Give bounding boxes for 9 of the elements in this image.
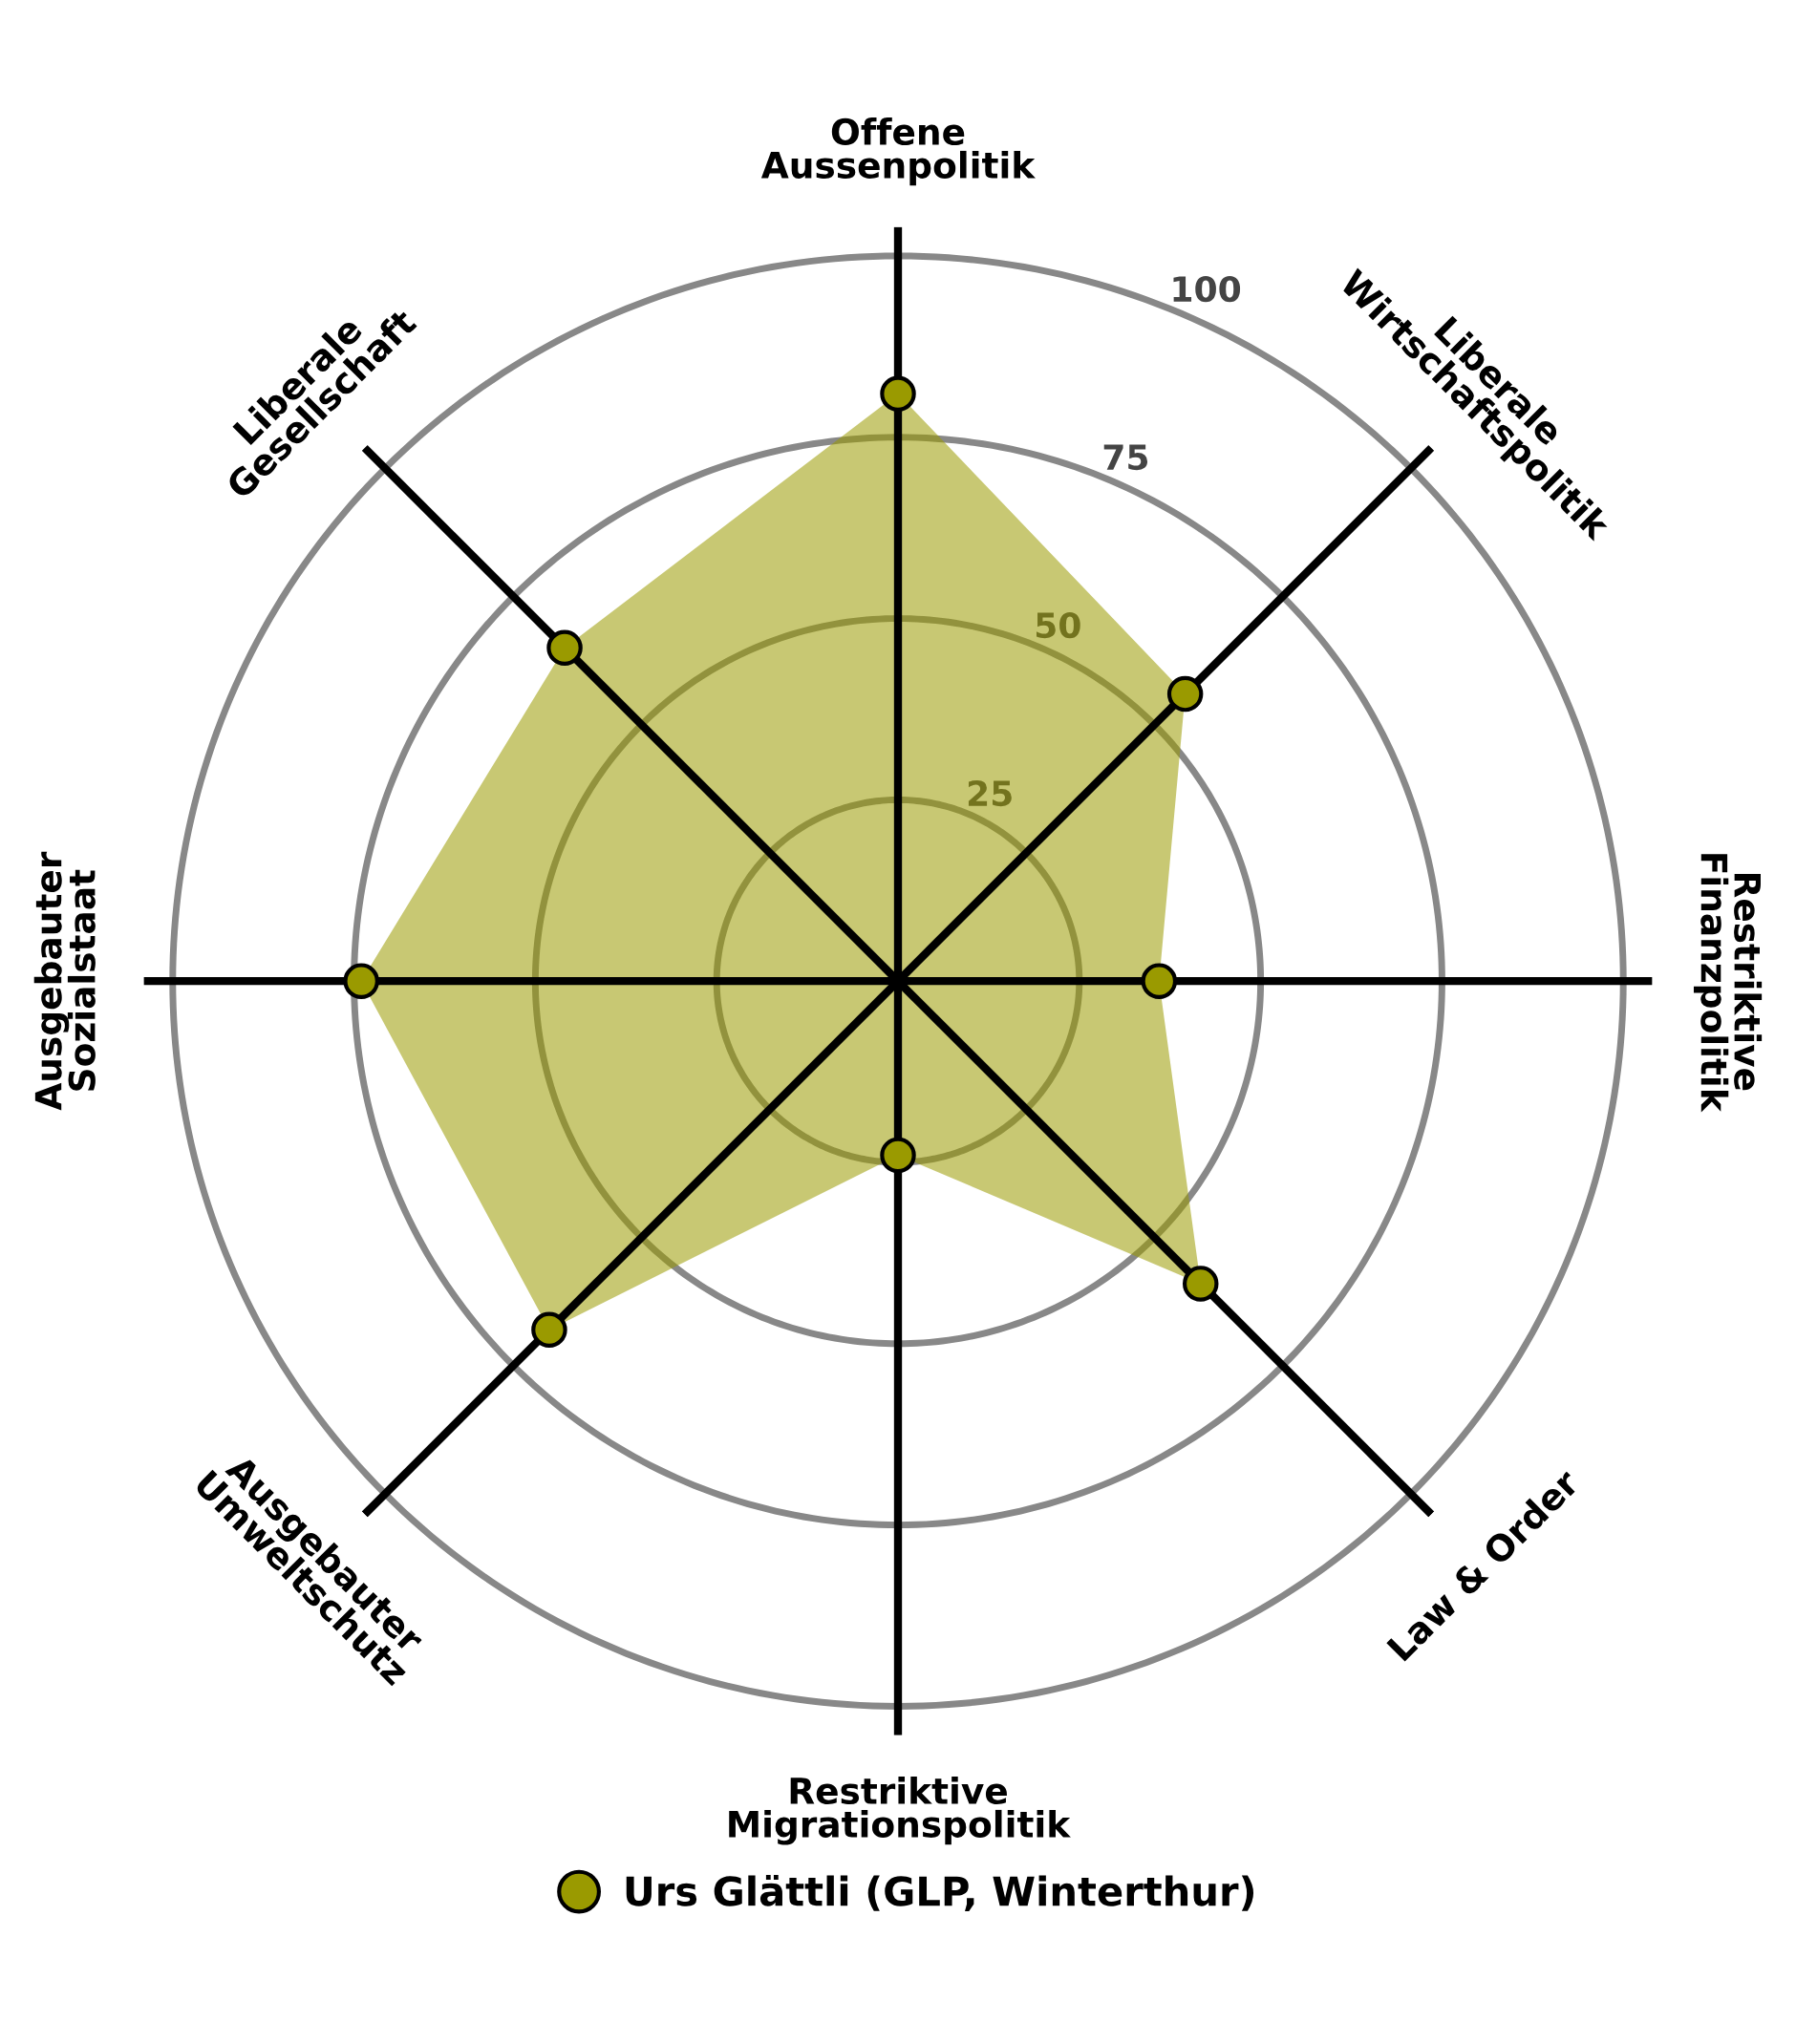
y-tick-label: 100: [1173, 275, 1241, 303]
y-tick-label: 25: [968, 779, 1012, 807]
spoke-label: Restriktive Migrationspolitik: [729, 1777, 1071, 1845]
spoke-label: Offene Aussenpolitik: [760, 117, 1036, 186]
y-tick-label: 50: [1036, 611, 1080, 639]
y-tick-label: 75: [1103, 444, 1148, 471]
spoke-label: Ausgebauter Sozialstaat: [33, 851, 96, 1111]
legend-label: Urs Glättli (GLP, Winterthur): [626, 1874, 1254, 1912]
spoke-label: Restriktive Finanzpolitik: [1693, 854, 1763, 1113]
